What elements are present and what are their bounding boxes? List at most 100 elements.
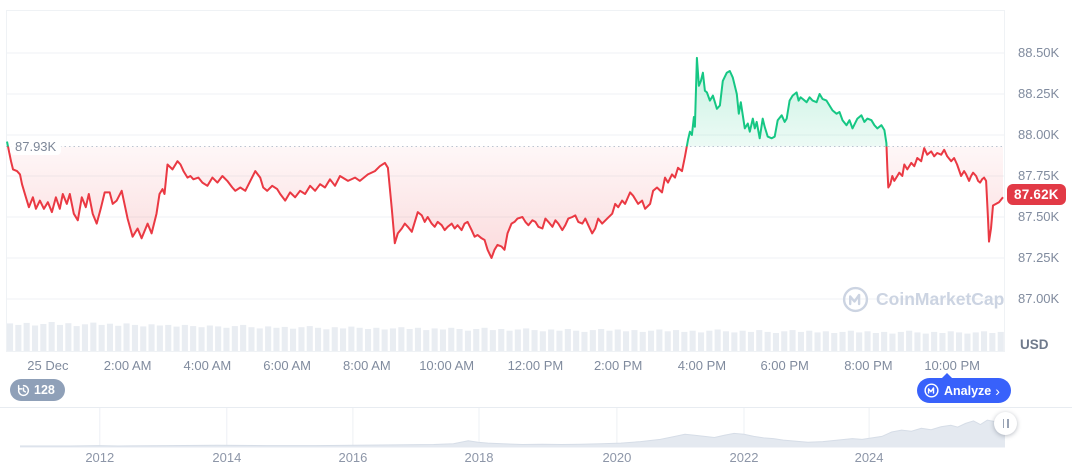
history-count-badge[interactable]: 128 — [10, 379, 65, 401]
volume-bar — [789, 330, 796, 351]
volume-bar — [581, 331, 588, 351]
volume-bar — [431, 328, 438, 351]
volume-bar — [381, 329, 388, 351]
volume-bar — [23, 322, 30, 351]
volume-bar — [448, 327, 455, 351]
timeline-minimap-svg — [0, 407, 1072, 448]
volume-bar — [7, 323, 14, 351]
volume-bar — [872, 333, 879, 351]
volume-bar — [706, 330, 713, 351]
volume-bar — [681, 331, 688, 351]
price-chart-svg — [6, 10, 1005, 352]
volume-bar — [473, 329, 480, 351]
volume-bar — [131, 324, 138, 351]
x-axis: 25 Dec 2:00 AM 4:00 AM 6:00 AM 8:00 AM 10:00 … — [0, 358, 1072, 376]
volume-bar — [814, 332, 821, 351]
volume-bar — [598, 329, 605, 351]
volume-bar — [115, 325, 122, 351]
volume-bar — [290, 328, 297, 351]
open-reference-label: 87.93K — [10, 138, 62, 155]
volume-bar — [739, 330, 746, 351]
volume-bar — [939, 333, 946, 351]
timeline-year-label: 2022 — [729, 450, 759, 465]
handle-grip-icon — [1002, 419, 1004, 428]
timeline-year-label: 2012 — [85, 450, 115, 465]
volume-bar — [464, 330, 471, 351]
x-axis-tick-label: 6:00 PM — [760, 358, 809, 373]
currency-unit-label: USD — [1020, 337, 1049, 352]
volume-bar — [340, 328, 347, 351]
volume-bar — [273, 327, 280, 351]
timeline-year-label: 2016 — [338, 450, 368, 465]
volume-bar — [48, 322, 55, 351]
volume-bar — [839, 331, 846, 351]
volume-bar — [514, 329, 521, 351]
volume-bar — [523, 328, 530, 351]
volume-bar — [148, 324, 155, 351]
volume-bar — [889, 333, 896, 351]
volume-bar — [223, 327, 230, 351]
volume-bar — [972, 332, 979, 351]
volume-bar — [439, 329, 446, 351]
volume-bar — [215, 326, 222, 351]
y-axis: 88.50K 88.25K 88.00K 87.75K 87.50K 87.25K 87.0… — [1016, 0, 1072, 470]
volume-bar — [373, 327, 380, 351]
volume-bar — [956, 332, 963, 351]
history-count: 128 — [34, 383, 55, 397]
volume-bar — [81, 324, 88, 351]
timeline-minimap[interactable] — [0, 407, 1072, 449]
volume-bar — [922, 333, 929, 351]
volume-bar — [406, 329, 413, 351]
timeline-year-label: 2024 — [854, 450, 884, 465]
volume-bar — [639, 331, 646, 351]
analyze-label: Analyze — [944, 383, 992, 398]
volume-bar — [539, 331, 546, 351]
volume-bar — [156, 325, 163, 351]
volume-bar — [881, 331, 888, 351]
volume-bar — [964, 333, 971, 351]
volume-bar — [315, 327, 322, 351]
volume-bar — [664, 331, 671, 351]
volume-bar — [656, 329, 663, 351]
analyze-button[interactable]: Analyze › — [917, 373, 1011, 403]
timeline-year-label: 2020 — [602, 450, 632, 465]
volume-bar — [298, 327, 305, 351]
volume-bar — [181, 324, 188, 351]
volume-bar — [897, 331, 904, 351]
volume-bar — [764, 331, 771, 351]
y-axis-tick-label: 87.25K — [1018, 250, 1060, 265]
history-clock-icon — [17, 384, 30, 397]
x-axis-tick-label: 8:00 PM — [844, 358, 893, 373]
price-line-down — [6, 146, 1004, 259]
chart-plot-area[interactable] — [6, 10, 1005, 352]
volume-bar — [914, 332, 921, 351]
last-price-badge: 87.62K — [1007, 184, 1066, 205]
volume-bar — [997, 331, 1004, 351]
minimap-area — [20, 418, 1005, 448]
volume-bar — [256, 328, 263, 351]
y-axis-tick-label: 88.00K — [1018, 127, 1060, 142]
volume-bar — [206, 325, 213, 351]
volume-bar — [123, 323, 130, 351]
x-axis-tick-label: 4:00 PM — [677, 358, 727, 373]
volume-bar — [190, 326, 197, 351]
volume-bar — [498, 329, 505, 351]
volume-bar — [90, 322, 97, 351]
volume-bar — [606, 330, 613, 351]
volume-bar — [531, 330, 538, 351]
volume-bar — [356, 327, 363, 351]
volume-bar — [822, 331, 829, 351]
minimap-area-edge — [20, 418, 1006, 447]
volume-bar — [831, 333, 838, 351]
y-axis-tick-label: 88.25K — [1018, 86, 1060, 101]
timeline-range-handle[interactable] — [994, 412, 1017, 435]
volume-bar — [847, 330, 854, 351]
volume-bar — [106, 323, 113, 351]
volume-bar — [456, 329, 463, 351]
volume-bar — [864, 331, 871, 351]
volume-bar — [231, 326, 238, 351]
x-axis-tick-label: 25 Dec — [27, 358, 69, 373]
chevron-right-icon: › — [995, 382, 1000, 399]
volume-bar — [698, 332, 705, 351]
